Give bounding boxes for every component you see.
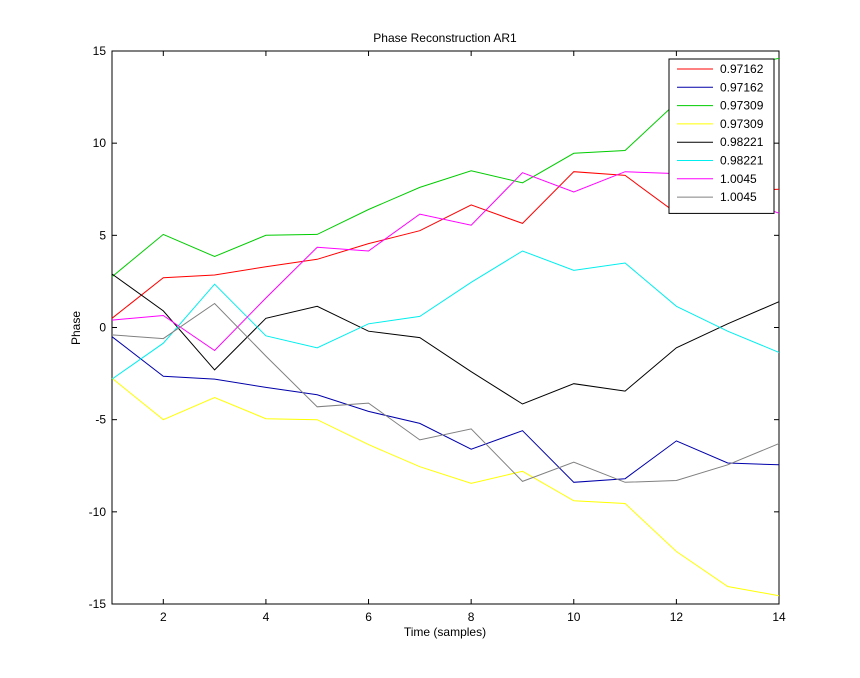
series-line-0 <box>111 171 780 319</box>
x-tick-label: 10 <box>567 610 581 624</box>
legend-label: 1.0045 <box>720 190 757 204</box>
series-line-7 <box>111 302 780 483</box>
x-axis-label: Time (samples) <box>404 625 486 639</box>
legend-label: 0.98221 <box>720 135 764 149</box>
series-line-1 <box>111 336 780 483</box>
legend-label: 0.97309 <box>720 99 764 113</box>
x-tick-label: 14 <box>772 610 786 624</box>
series-line-4 <box>111 273 780 405</box>
series-line-3 <box>111 377 780 597</box>
y-tick-label: -10 <box>89 505 107 519</box>
y-tick-label: -5 <box>95 413 106 427</box>
legend-box <box>668 58 775 214</box>
legend-label: 0.97162 <box>720 80 764 94</box>
legend-label: 0.97162 <box>720 62 764 76</box>
x-tick-label: 8 <box>468 610 475 624</box>
y-tick-label: 10 <box>93 136 107 150</box>
legend-label: 0.97309 <box>720 117 764 131</box>
x-tick-label: 2 <box>160 610 167 624</box>
y-axis-label: Phase <box>69 311 83 345</box>
x-tick-label: 6 <box>365 610 372 624</box>
series-line-2 <box>111 57 780 278</box>
x-tick-label: 4 <box>263 610 270 624</box>
legend-label: 1.0045 <box>720 172 757 186</box>
plot-area <box>111 50 780 605</box>
series-line-6 <box>111 171 780 352</box>
axis-tick-labels: 2 4 6 8 10 12 14 -15 -10 -5 0 5 10 15 <box>89 44 786 624</box>
series-lines <box>111 57 780 597</box>
x-tick-label: 12 <box>670 610 684 624</box>
y-tick-label: 15 <box>93 44 107 58</box>
chart-title: Phase Reconstruction AR1 <box>373 31 517 45</box>
series-line-5 <box>111 250 780 380</box>
y-tick-label: 5 <box>99 228 106 242</box>
y-tick-label: 0 <box>99 321 106 335</box>
axis-ticks <box>112 50 780 605</box>
y-tick-label: -15 <box>89 597 107 611</box>
legend: 0.97162 0.97162 0.97309 0.97309 0.98221 0.982… <box>668 58 775 214</box>
legend-label: 0.98221 <box>720 154 764 168</box>
